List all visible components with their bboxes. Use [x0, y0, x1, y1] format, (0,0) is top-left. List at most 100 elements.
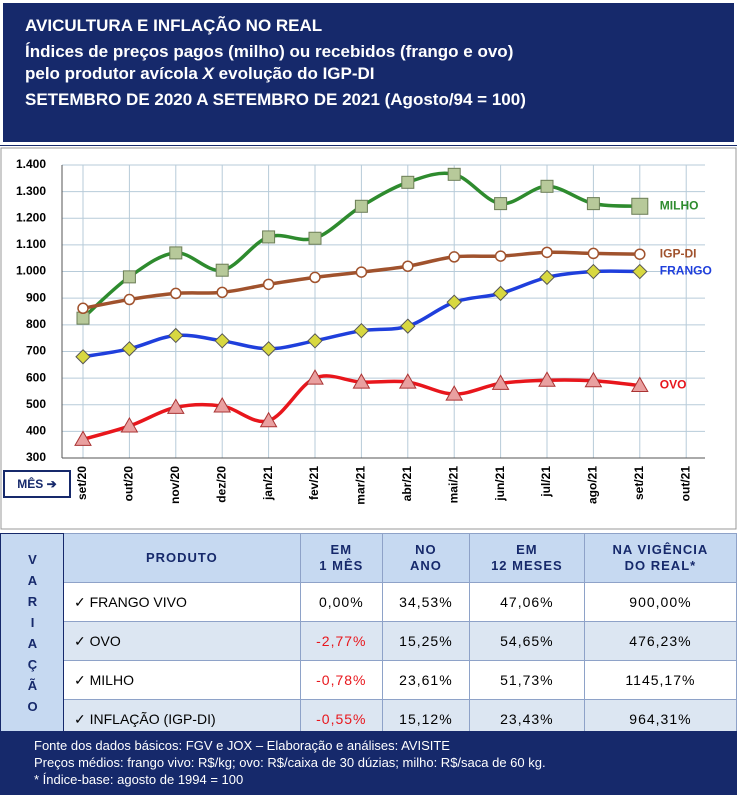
marker [122, 270, 136, 284]
marker [355, 266, 368, 278]
header-cell: NA VIGÊNCIA DO REAL* [583, 533, 737, 583]
marker [307, 333, 323, 349]
marker [166, 398, 185, 414]
y-tick-label: 600 [26, 370, 46, 384]
subtitle-line: Índices de preços pagos (milho) ou receb… [25, 42, 514, 61]
product-cell: MILHO [63, 660, 301, 700]
series-label: FRANGO [660, 264, 712, 278]
cell: 54,65% [468, 621, 585, 661]
marker [260, 341, 277, 357]
x-label-box [3, 470, 71, 498]
y-tick-label: 700 [26, 344, 46, 358]
marker [445, 385, 464, 401]
marker [262, 278, 275, 291]
x-tick-label: mai/21 [446, 466, 460, 504]
y-tick-label: 300 [26, 450, 46, 464]
marker [262, 230, 276, 244]
header-text: ANO [409, 558, 442, 573]
marker [306, 369, 324, 385]
marker [398, 373, 417, 389]
marker [121, 341, 138, 357]
series-label: IGP-DI [660, 246, 697, 260]
marker [216, 286, 228, 299]
subtitle-x: X [202, 64, 214, 83]
x-tick-label: jul/21 [539, 466, 553, 498]
header-cell: NO ANO [381, 533, 470, 583]
y-tick-label: 1.200 [16, 210, 46, 224]
chart: MÊS ➔ 300 400 500 600 700 800 900 1.000 1.100 1.2… [0, 147, 737, 530]
marker [123, 293, 136, 306]
marker [585, 263, 602, 280]
header-text: EM [330, 542, 353, 557]
subtitle-line: pelo produtor avícola [25, 64, 198, 83]
marker [538, 371, 556, 387]
marker [448, 251, 460, 263]
marker [259, 411, 278, 428]
marker [400, 318, 416, 334]
y-tick-label: 1.000 [16, 264, 46, 278]
marker [494, 197, 508, 211]
x-tick-label: ago/21 [586, 466, 600, 504]
x-tick-label: nov/20 [168, 466, 182, 504]
marker [169, 246, 183, 260]
row: MILHO-0,78%23,61%51,73%1145,17% [1, 660, 737, 700]
x-tick-label: jun/21 [493, 466, 507, 502]
row: OVO-2,77%15,25%54,65%476,23% [1, 621, 737, 661]
marker [446, 294, 462, 310]
marker [492, 285, 509, 302]
cell: 15,25% [381, 621, 470, 661]
marker [447, 167, 461, 181]
marker [540, 179, 554, 193]
marker [213, 397, 232, 413]
x-tick-label: set/21 [632, 466, 646, 500]
x-tick-label: jan/21 [261, 466, 275, 501]
x-tick-label: mar/21 [354, 466, 368, 505]
cell: 0,00% [299, 582, 383, 622]
y-tick-label: 900 [26, 290, 46, 304]
marker [354, 199, 368, 213]
marker [215, 263, 229, 277]
series-label: OVO [660, 378, 687, 392]
cell: 51,73% [468, 660, 585, 700]
y-tick-label: 1.400 [16, 157, 46, 171]
marker [401, 175, 415, 189]
marker [402, 260, 414, 272]
y-tick-label: 1.100 [16, 237, 46, 251]
marker [74, 430, 92, 446]
marker [539, 269, 555, 286]
marker [168, 327, 184, 344]
footer-line: Preços médios: frango vivo: R$/kg; ovo: … [34, 755, 546, 770]
header-text: 12 MESES [491, 558, 563, 573]
marker [494, 250, 507, 262]
marker [491, 374, 510, 390]
y-tick-label: 800 [26, 317, 46, 331]
product-cell: OVO [63, 621, 301, 661]
header-cell: EM 12 MESES [468, 533, 585, 583]
header-text: DO REAL* [624, 558, 697, 573]
table: VARIAÇÃO PRODUTO EM 1 MÊS NO ANO EM 12 MESES NA … [0, 533, 737, 739]
marker [77, 302, 89, 315]
header-text: EM [516, 542, 538, 557]
marker [309, 271, 321, 284]
cell: -0,78% [299, 660, 383, 700]
header-text: PRODUTO [145, 550, 218, 565]
header-cell: EM 1 MÊS [299, 533, 383, 583]
chart-frame [0, 147, 737, 530]
marker [308, 231, 322, 245]
x-tick-label: out/20 [122, 466, 136, 502]
x-tick-label: fev/21 [307, 466, 321, 500]
series-label: MILHO [660, 198, 699, 212]
marker [632, 263, 648, 280]
x-tick-label: set/20 [75, 466, 89, 500]
side-label: VARIAÇÃO [0, 533, 64, 739]
cell: 1145,17% [583, 660, 737, 700]
marker [120, 417, 139, 433]
y-tick-label: 400 [26, 424, 46, 438]
cell: -2,77% [299, 621, 383, 661]
x-label: MÊS ➔ [17, 476, 56, 491]
header-row: VARIAÇÃO PRODUTO EM 1 MÊS NO ANO EM 12 MESES NA … [0, 533, 737, 739]
y-tick-label: 1.300 [16, 184, 46, 198]
subtitle-line: evolução do IGP-DI [218, 64, 375, 83]
title: AVICULTURA E INFLAÇÃO NO REAL [25, 16, 323, 35]
